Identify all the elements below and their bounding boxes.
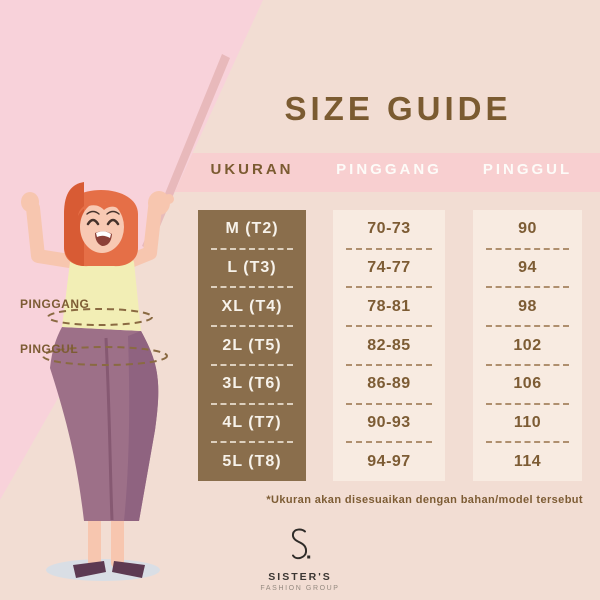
waist-column: 70-73 74-77 78-81 82-85 86-89 90-93 94-9… (333, 210, 445, 481)
size-cell: 2L (T5) (198, 326, 306, 366)
size-cell: 3L (T6) (198, 365, 306, 405)
left-eye (86, 218, 100, 226)
waist-cell: 78-81 (333, 287, 445, 327)
column-header-pinggul: PINGGUL (482, 161, 573, 178)
hip-cell: 110 (473, 404, 582, 444)
waist-measure-ellipse (47, 308, 153, 326)
brand-subtitle: FASHION GROUP (260, 585, 340, 592)
hair-bangs (78, 201, 126, 216)
waist-cell: 70-73 (333, 210, 445, 250)
hair-shade (64, 182, 84, 266)
hip-cell: 114 (513, 452, 542, 470)
right-hand (148, 191, 170, 215)
mouth (95, 231, 112, 246)
hip-cell: 102 (473, 326, 582, 366)
hip-column: 90 94 98 102 106 110 114 (473, 210, 582, 481)
size-cell: M (T2) (198, 210, 306, 250)
ground-shadow (46, 559, 160, 581)
left-fist (21, 192, 39, 212)
pants (50, 327, 159, 521)
size-cell: XL (T4) (198, 287, 306, 327)
left-sandal (73, 561, 106, 578)
hip-cell: 90 (473, 210, 582, 250)
teeth (96, 231, 111, 238)
size-cell: 4L (T7) (198, 404, 306, 444)
sisters-monogram-icon (291, 528, 311, 560)
pants-crease (104, 337, 114, 521)
waist-cell: 90-93 (333, 404, 445, 444)
neck (94, 238, 110, 256)
hair-back (64, 190, 138, 267)
left-eyebrow (86, 210, 100, 215)
face (80, 201, 124, 253)
right-hand-fingers (164, 194, 174, 204)
hip-measure-label: PINGGUL (20, 342, 79, 356)
size-cell: L (T3) (198, 249, 306, 289)
waist-cell: 82-85 (333, 326, 445, 366)
waist-cell: 94-97 (367, 452, 411, 470)
page-title: SIZE GUIDE (284, 90, 512, 127)
column-header-pinggang: PINGGANG (336, 161, 442, 178)
size-column: M (T2) L (T3) XL (T4) 2L (T5) 3L (T6) 4L… (198, 210, 306, 481)
waist-cell: 86-89 (333, 365, 445, 405)
brand-name: SISTER'S (268, 571, 332, 583)
left-arm (26, 201, 95, 271)
hip-cell: 94 (473, 249, 582, 289)
tank-top (62, 252, 141, 331)
right-sandal (112, 561, 145, 578)
waist-cell: 74-77 (333, 249, 445, 289)
brand-logo: SISTER'S FASHION GROUP (250, 527, 350, 592)
size-cell: 5L (T8) (222, 452, 282, 470)
hip-cell: 98 (473, 287, 582, 327)
hip-cell: 106 (473, 365, 582, 405)
right-eye (106, 218, 120, 226)
right-leg (111, 510, 124, 568)
waist-measure-label: PINGGANG (20, 297, 90, 311)
pants-shade (124, 331, 159, 521)
column-header-ukuran: UKURAN (210, 161, 294, 178)
right-arm (111, 201, 162, 273)
left-leg (88, 510, 101, 568)
right-eyebrow (106, 210, 120, 215)
disclaimer-note: *Ukuran akan disesuaikan dengan bahan/mo… (266, 494, 583, 506)
